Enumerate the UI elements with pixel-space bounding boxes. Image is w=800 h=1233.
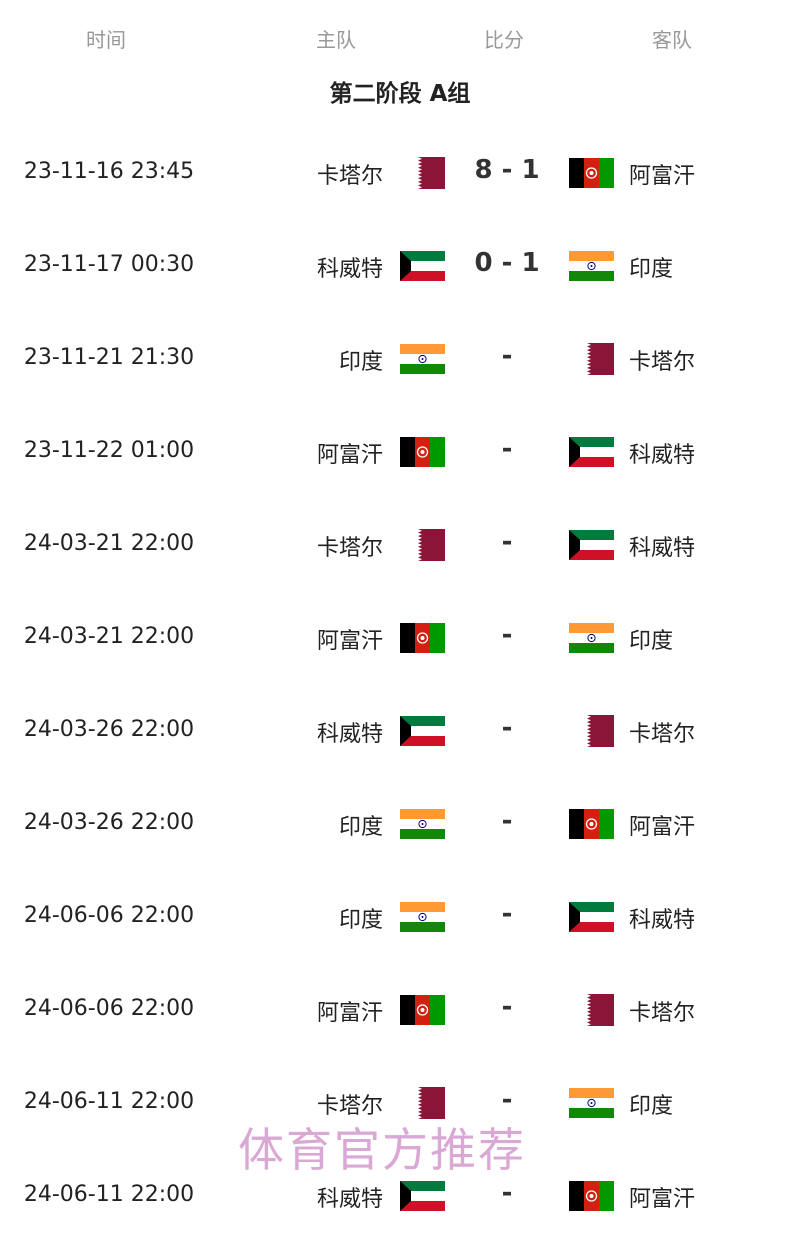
match-row[interactable]: 24-06-06 22:00 印度 - 科威特 (0, 887, 800, 947)
home-team: 印度 (338, 815, 383, 840)
afghanistan-flag-icon (569, 809, 614, 839)
match-score: - (501, 806, 513, 836)
home-team: 阿富汗 (316, 1001, 383, 1026)
match-score: - (501, 1085, 513, 1115)
india-flag-icon (569, 251, 614, 281)
match-row[interactable]: 24-03-21 22:00 卡塔尔 - 科威特 (0, 515, 800, 575)
away-team: 卡塔尔 (629, 1001, 696, 1026)
afghanistan-flag-icon (400, 623, 445, 653)
match-time: 24-03-26 22:00 (23, 717, 195, 742)
column-header-time: 时间 (86, 28, 126, 52)
match-score: - (501, 341, 513, 371)
match-row[interactable]: 24-03-26 22:00 印度 - 阿富汗 (0, 794, 800, 854)
home-team: 印度 (338, 908, 383, 933)
column-header-home: 主队 (316, 28, 356, 52)
qatar-flag-icon (400, 529, 445, 561)
away-team: 印度 (629, 629, 674, 654)
india-flag-icon (569, 1088, 614, 1118)
kuwait-flag-icon (400, 1181, 445, 1211)
home-team: 卡塔尔 (316, 536, 383, 561)
kuwait-flag-icon (569, 437, 614, 467)
kuwait-flag-icon (400, 251, 445, 281)
qatar-flag-icon (569, 715, 614, 747)
match-score: - (501, 899, 513, 929)
match-score: - (501, 434, 513, 464)
qatar-flag-icon (400, 1087, 445, 1119)
home-team: 科威特 (316, 257, 383, 282)
away-team: 阿富汗 (629, 164, 696, 189)
india-flag-icon (400, 809, 445, 839)
away-team: 阿富汗 (629, 1187, 696, 1212)
column-header-score: 比分 (484, 28, 524, 52)
match-score: 0 - 1 (474, 248, 540, 278)
group-title: 第二阶段 A组 (329, 81, 471, 107)
match-row[interactable]: 23-11-17 00:30 科威特 0 - 1 印度 (0, 236, 800, 296)
match-score: - (501, 620, 513, 650)
afghanistan-flag-icon (400, 437, 445, 467)
match-row[interactable]: 24-03-26 22:00 科威特 - 卡塔尔 (0, 701, 800, 761)
kuwait-flag-icon (400, 716, 445, 746)
match-time: 24-06-11 22:00 (23, 1182, 195, 1207)
match-score: - (501, 527, 513, 557)
match-row[interactable]: 24-06-11 22:00 科威特 - 阿富汗 (0, 1166, 800, 1226)
column-header-away: 客队 (652, 28, 692, 52)
match-row[interactable]: 23-11-21 21:30 印度 - 卡塔尔 (0, 329, 800, 389)
match-time: 24-06-11 22:00 (23, 1089, 195, 1114)
match-time: 23-11-22 01:00 (23, 438, 195, 463)
india-flag-icon (569, 623, 614, 653)
kuwait-flag-icon (569, 902, 614, 932)
afghanistan-flag-icon (569, 158, 614, 188)
away-team: 阿富汗 (629, 815, 696, 840)
away-team: 卡塔尔 (629, 722, 696, 747)
afghanistan-flag-icon (569, 1181, 614, 1211)
match-row[interactable]: 24-06-06 22:00 阿富汗 - 卡塔尔 (0, 980, 800, 1040)
match-score: 8 - 1 (474, 155, 540, 185)
india-flag-icon (400, 344, 445, 374)
match-row[interactable]: 23-11-22 01:00 阿富汗 - 科威特 (0, 422, 800, 482)
match-time: 24-03-26 22:00 (23, 810, 195, 835)
home-team: 卡塔尔 (316, 1094, 383, 1119)
match-time: 24-03-21 22:00 (23, 531, 195, 556)
india-flag-icon (400, 902, 445, 932)
home-team: 科威特 (316, 722, 383, 747)
away-team: 科威特 (629, 443, 696, 468)
match-time: 24-06-06 22:00 (23, 903, 195, 928)
away-team: 印度 (629, 257, 674, 282)
away-team: 科威特 (629, 536, 696, 561)
away-team: 科威特 (629, 908, 696, 933)
match-row[interactable]: 23-11-16 23:45 卡塔尔 8 - 1 阿富汗 (0, 143, 800, 203)
home-team: 卡塔尔 (316, 164, 383, 189)
match-time: 23-11-21 21:30 (23, 345, 195, 370)
qatar-flag-icon (400, 157, 445, 189)
match-time: 23-11-16 23:45 (23, 159, 195, 184)
home-team: 印度 (338, 350, 383, 375)
home-team: 阿富汗 (316, 443, 383, 468)
match-time: 24-06-06 22:00 (23, 996, 195, 1021)
qatar-flag-icon (569, 343, 614, 375)
afghanistan-flag-icon (400, 995, 445, 1025)
match-score: - (501, 713, 513, 743)
match-time: 24-03-21 22:00 (23, 624, 195, 649)
match-row[interactable]: 24-06-11 22:00 卡塔尔 - 印度 (0, 1073, 800, 1133)
home-team: 阿富汗 (316, 629, 383, 654)
match-time: 23-11-17 00:30 (23, 252, 195, 277)
away-team: 卡塔尔 (629, 350, 696, 375)
match-score: - (501, 1178, 513, 1208)
kuwait-flag-icon (569, 530, 614, 560)
match-row[interactable]: 24-03-21 22:00 阿富汗 - 印度 (0, 608, 800, 668)
match-score: - (501, 992, 513, 1022)
away-team: 印度 (629, 1094, 674, 1119)
home-team: 科威特 (316, 1187, 383, 1212)
qatar-flag-icon (569, 994, 614, 1026)
